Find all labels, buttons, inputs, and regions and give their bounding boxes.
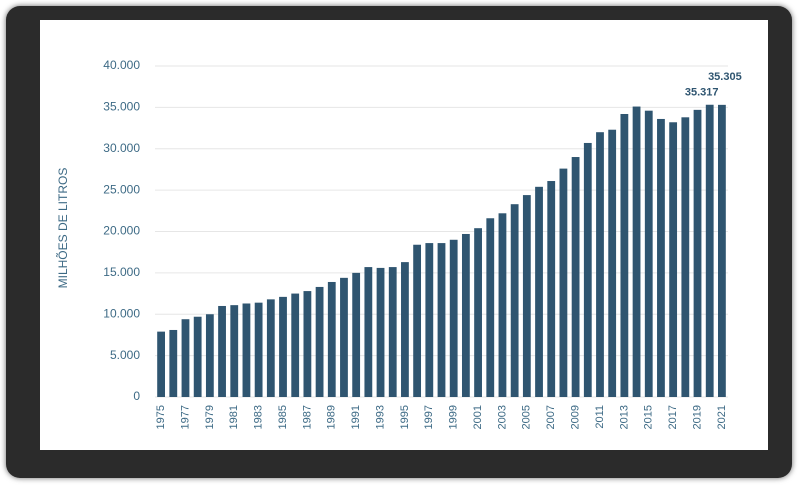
- x-tick-label: 2019: [691, 405, 703, 429]
- x-tick-label: 2021: [716, 405, 728, 429]
- x-tick-label: 1993: [374, 405, 386, 429]
- x-tick-label: 2017: [667, 405, 679, 429]
- y-tick-label: 30.000: [103, 141, 140, 155]
- bar: [669, 122, 678, 398]
- bar: [620, 113, 629, 398]
- bar: [510, 204, 519, 397]
- bar: [340, 277, 348, 397]
- bar: [291, 293, 300, 397]
- y-axis-label: MILHÕES DE LITROS: [55, 168, 70, 289]
- y-tick-label: 10.000: [103, 306, 140, 320]
- value-label: 35.317: [685, 87, 719, 99]
- bar: [559, 168, 568, 397]
- x-tick-label: 1995: [399, 405, 411, 429]
- bar: [461, 233, 470, 397]
- x-tick-label: 2003: [496, 405, 508, 429]
- bar: [205, 314, 214, 397]
- bar: [498, 213, 507, 397]
- y-tick-label: 15.000: [103, 265, 140, 279]
- x-tick-label: 2009: [570, 405, 582, 429]
- bar: [181, 319, 190, 397]
- bar: [242, 303, 251, 397]
- bar: [583, 142, 592, 397]
- bar: [437, 243, 446, 397]
- x-tick-label: 1985: [277, 405, 289, 429]
- x-tick-label: 1999: [448, 405, 460, 429]
- bar: [449, 239, 458, 397]
- x-tick-label: 1989: [326, 405, 338, 429]
- x-tick-label: 1983: [253, 405, 265, 429]
- x-tick-label: 2015: [643, 405, 655, 429]
- x-tick-label: 2011: [594, 405, 606, 429]
- x-tick-label: 1977: [179, 405, 191, 429]
- bar: [596, 132, 604, 397]
- x-tick-label: 1979: [204, 405, 216, 429]
- x-tick-label: 2013: [618, 405, 630, 429]
- x-tick-label: 2005: [521, 405, 533, 429]
- bar: [486, 218, 495, 397]
- y-tick-label: 5.000: [110, 348, 140, 362]
- x-tick-label: 2007: [545, 405, 557, 429]
- bar: [571, 157, 580, 397]
- bar: [218, 305, 226, 397]
- bar: [632, 106, 641, 398]
- bar: [230, 305, 239, 397]
- bar: [535, 186, 543, 397]
- y-tick-label: 20.000: [103, 224, 140, 238]
- bar: [693, 109, 702, 398]
- bar: [657, 118, 665, 398]
- x-tick-label: 1975: [155, 405, 167, 429]
- bar: [705, 104, 714, 397]
- x-tick-label: 1981: [228, 405, 240, 429]
- bar: [315, 286, 324, 397]
- bar: [608, 129, 617, 397]
- bar: [547, 181, 556, 397]
- bar: [388, 267, 397, 397]
- bar: [364, 267, 373, 397]
- bar: [522, 195, 531, 397]
- bar: [425, 243, 434, 397]
- y-tick-label: 0: [133, 389, 140, 403]
- bar: [254, 302, 263, 397]
- y-tick-label: 40.000: [103, 58, 140, 72]
- bar: [474, 228, 482, 397]
- bar: [681, 117, 690, 398]
- x-tick-label: 1987: [301, 405, 313, 429]
- y-tick-label: 25.000: [103, 182, 140, 196]
- bar: [401, 262, 409, 397]
- x-tick-label: 1991: [350, 405, 362, 429]
- x-tick-label: 1997: [423, 405, 435, 429]
- bar: [644, 110, 653, 397]
- y-tick-label: 35.000: [103, 100, 140, 114]
- bar: [279, 296, 287, 397]
- bar: [352, 272, 361, 397]
- bar: [169, 329, 178, 397]
- x-tick-label: 2001: [472, 405, 484, 429]
- bar: [413, 244, 422, 397]
- bar: [718, 104, 726, 397]
- bar: [193, 316, 202, 397]
- value-label: 35.305: [708, 71, 742, 83]
- bar: [266, 299, 275, 397]
- bar: [376, 267, 385, 397]
- bar: [327, 281, 336, 397]
- bar: [157, 331, 165, 397]
- bar: [303, 291, 312, 397]
